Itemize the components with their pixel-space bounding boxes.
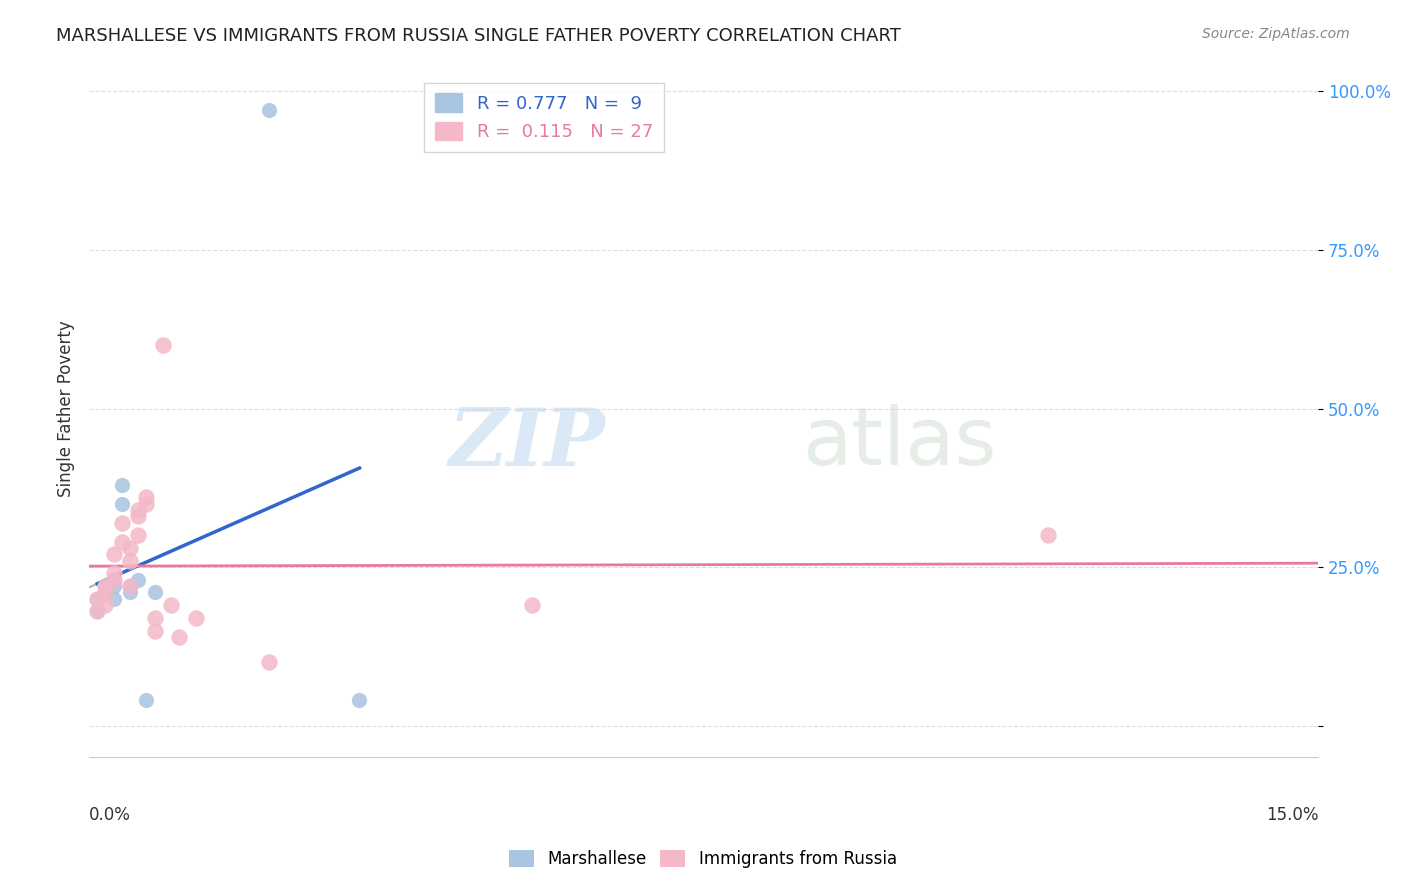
Point [86,591,108,606]
Point [127,573,149,587]
Point [118,585,141,599]
Point [143,611,166,625]
Text: ZIP: ZIP [449,405,606,483]
Point [86,605,108,619]
Point [184,611,207,625]
Point [111,497,134,511]
Point [86,591,108,606]
Y-axis label: Single Father Poverty: Single Father Poverty [58,320,75,497]
Point [103,566,125,581]
Text: 15.0%: 15.0% [1265,806,1319,824]
Point [94,579,117,593]
Text: atlas: atlas [801,404,997,483]
Point [94,579,117,593]
Text: MARSHALLESE VS IMMIGRANTS FROM RUSSIA SINGLE FATHER POVERTY CORRELATION CHART: MARSHALLESE VS IMMIGRANTS FROM RUSSIA SI… [56,27,901,45]
Point [520,598,543,612]
Point [111,477,134,491]
Point [135,497,157,511]
Point [118,554,141,568]
Point [143,585,166,599]
Point [94,585,117,599]
Point [118,579,141,593]
Point [143,624,166,638]
Point [167,630,190,644]
Point [103,579,125,593]
Point [86,605,108,619]
Point [103,573,125,587]
Point [1036,528,1059,542]
Point [111,516,134,530]
Point [103,548,125,562]
Point [127,503,149,517]
Legend: R = 0.777   N =  9, R =  0.115   N = 27: R = 0.777 N = 9, R = 0.115 N = 27 [425,83,664,152]
Point [118,579,141,593]
Point [94,598,117,612]
Point [111,534,134,549]
Point [160,598,183,612]
Point [127,509,149,524]
Point [152,338,174,352]
Point [103,573,125,587]
Point [103,591,125,606]
Text: Source: ZipAtlas.com: Source: ZipAtlas.com [1202,27,1350,41]
Text: 0.0%: 0.0% [89,806,131,824]
Point [94,585,117,599]
Point [259,103,281,118]
Legend: Marshallese, Immigrants from Russia: Marshallese, Immigrants from Russia [503,843,903,875]
Point [135,491,157,505]
Point [127,528,149,542]
Point [349,693,371,707]
Point [135,693,157,707]
Point [118,541,141,555]
Point [259,655,281,669]
